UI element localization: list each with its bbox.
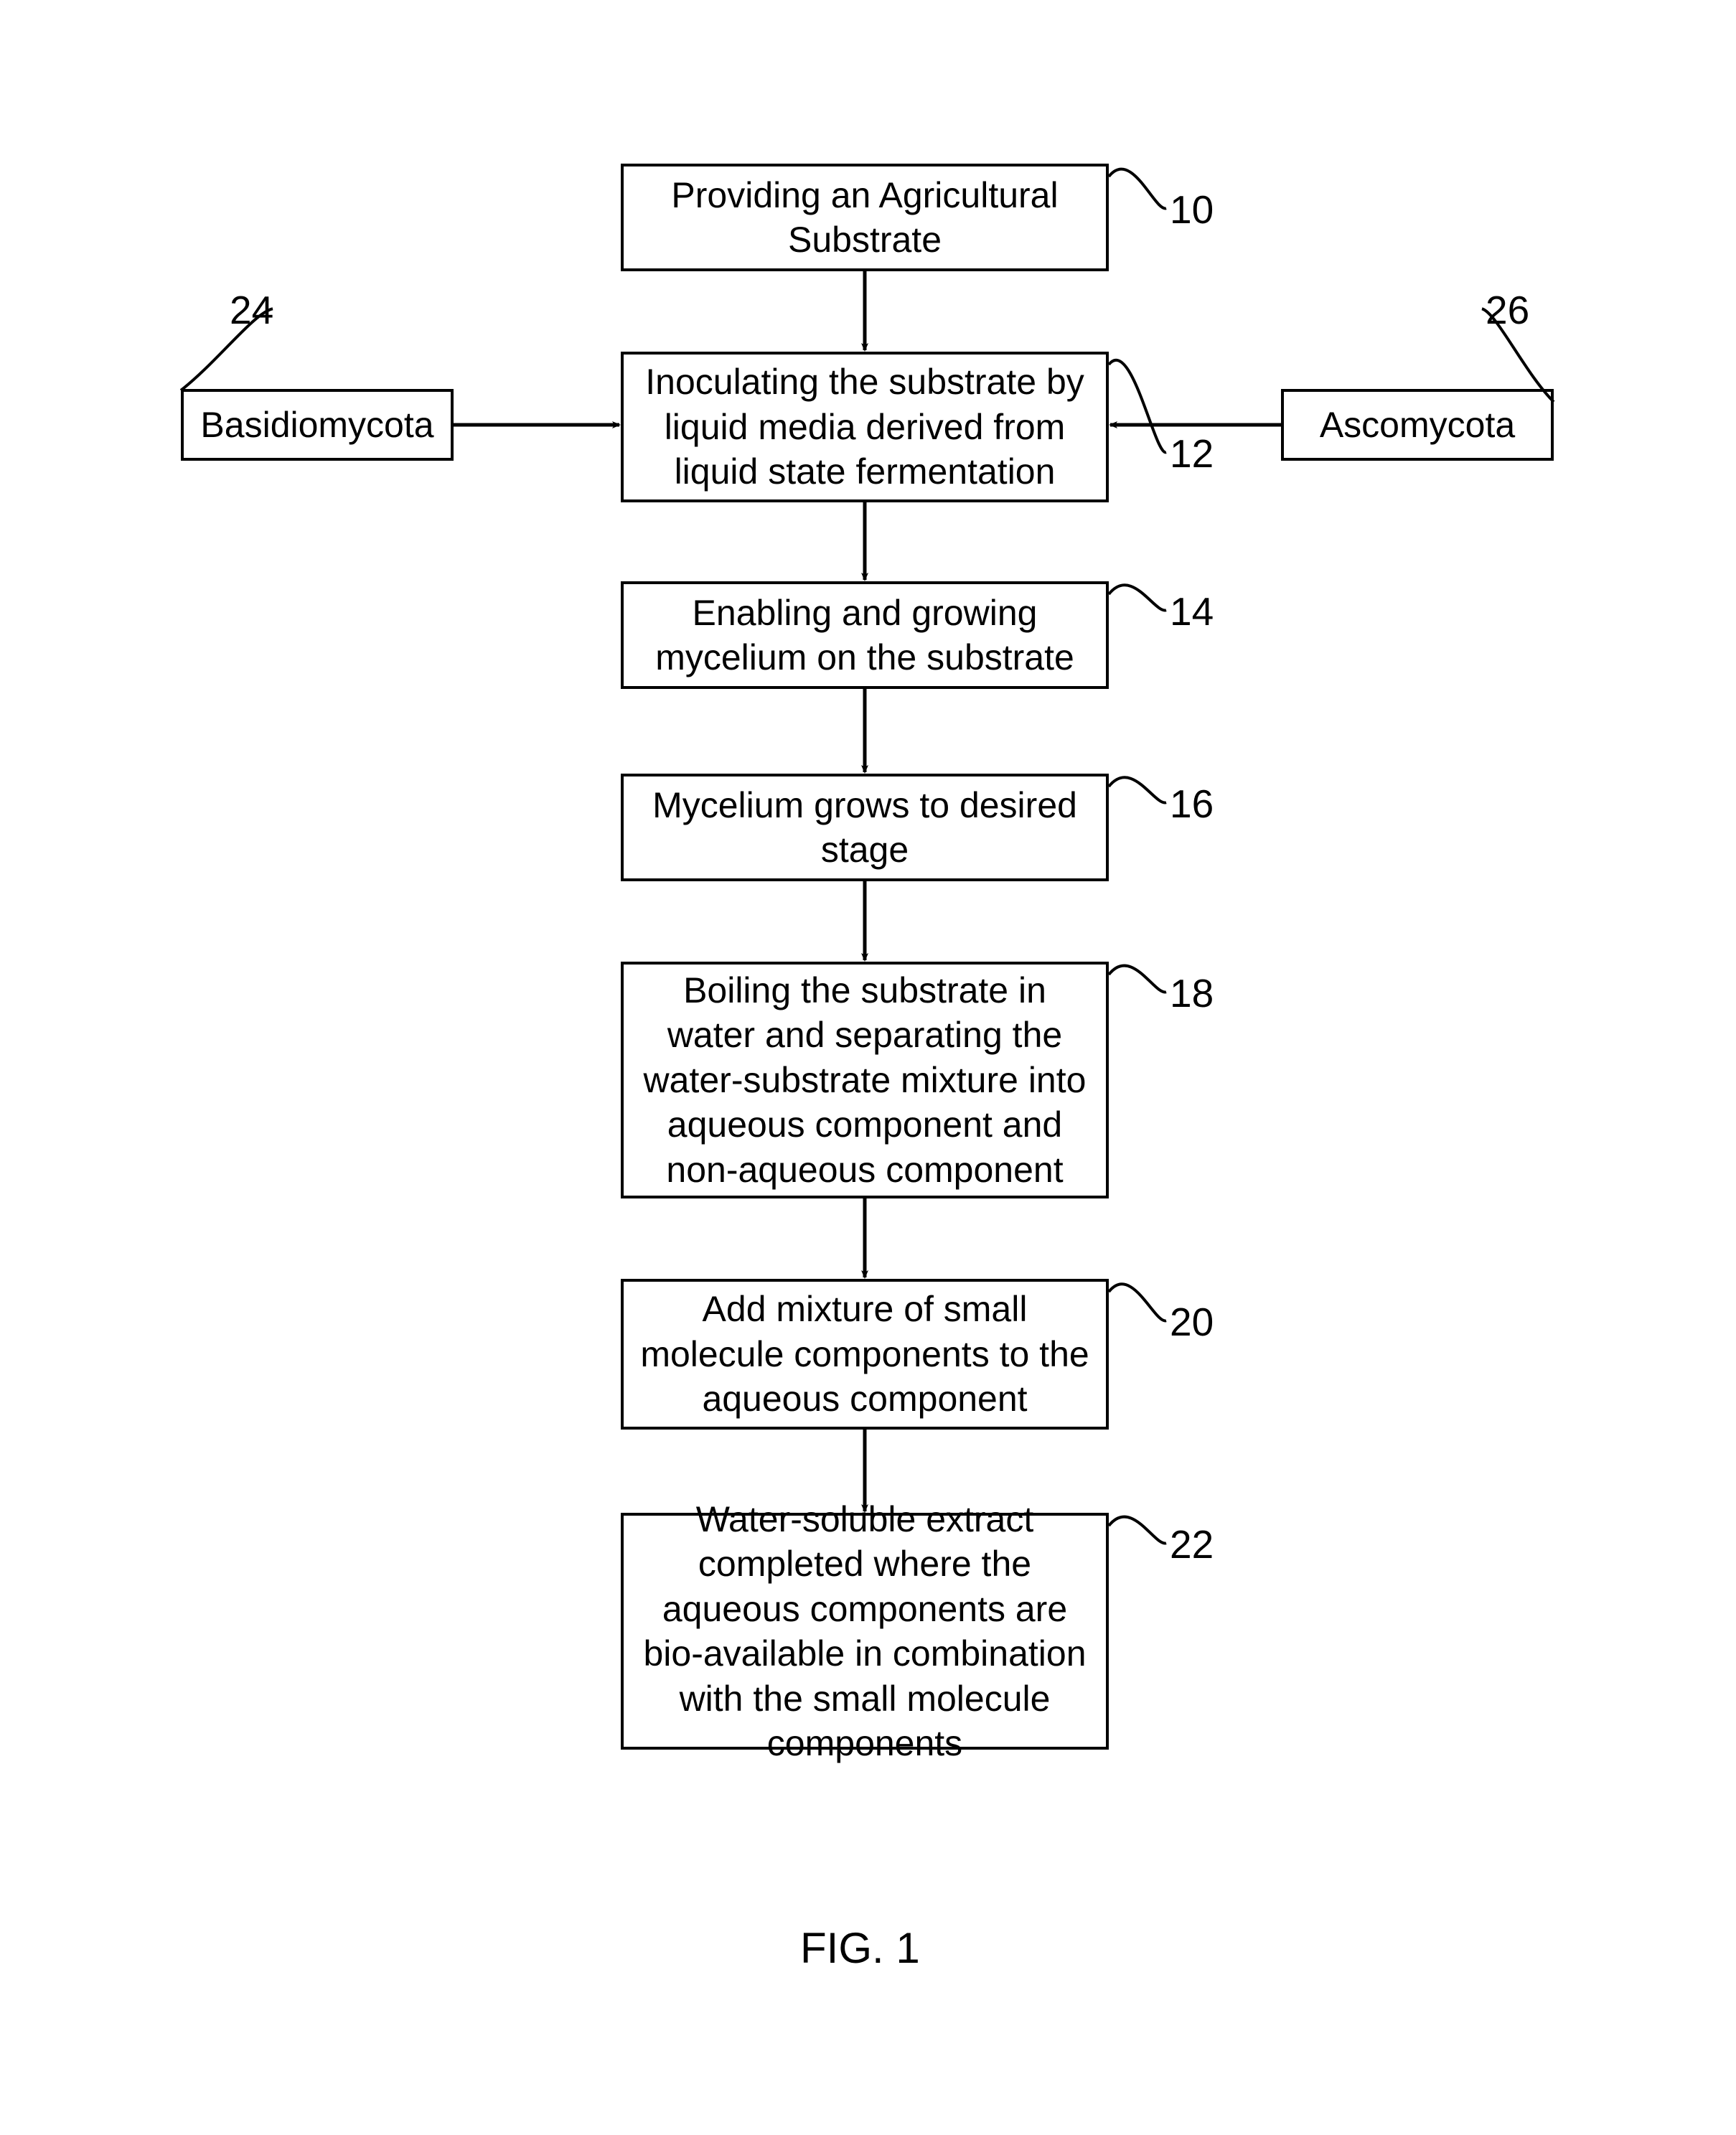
node-inoculate: Inoculating the substrate by liquid medi… [621, 352, 1109, 502]
node-text: Add mixture of small molecule components… [638, 1287, 1092, 1422]
node-text: Enabling and growing mycelium on the sub… [638, 591, 1092, 680]
figure-label: FIG. 1 [800, 1923, 920, 1973]
node-ascomycota: Ascomycota [1281, 389, 1554, 461]
node-extract-complete: Water-soluble extract completed where th… [621, 1513, 1109, 1750]
ref-18: 18 [1170, 970, 1214, 1016]
node-text: Ascomycota [1320, 403, 1515, 448]
node-provide-substrate: Providing an Agricultural Substrate [621, 164, 1109, 271]
node-text: Boiling the substrate in water and separ… [638, 968, 1092, 1193]
ref-24: 24 [230, 287, 273, 333]
ref-26: 26 [1486, 287, 1529, 333]
ref-10: 10 [1170, 187, 1214, 233]
node-add-mixture: Add mixture of small molecule components… [621, 1279, 1109, 1430]
ref-16: 16 [1170, 781, 1214, 827]
node-basidiomycota: Basidiomycota [181, 389, 454, 461]
node-grows-stage: Mycelium grows to desired stage [621, 774, 1109, 881]
node-enable-grow: Enabling and growing mycelium on the sub… [621, 581, 1109, 689]
node-text: Providing an Agricultural Substrate [638, 173, 1092, 263]
ref-22: 22 [1170, 1521, 1214, 1567]
node-text: Inoculating the substrate by liquid medi… [638, 360, 1092, 494]
ref-20: 20 [1170, 1299, 1214, 1345]
node-boil-separate: Boiling the substrate in water and separ… [621, 962, 1109, 1198]
node-text: Mycelium grows to desired stage [638, 783, 1092, 873]
ref-14: 14 [1170, 588, 1214, 634]
node-text: Water-soluble extract completed where th… [638, 1497, 1092, 1766]
node-text: Basidiomycota [200, 403, 433, 448]
ref-12: 12 [1170, 431, 1214, 477]
